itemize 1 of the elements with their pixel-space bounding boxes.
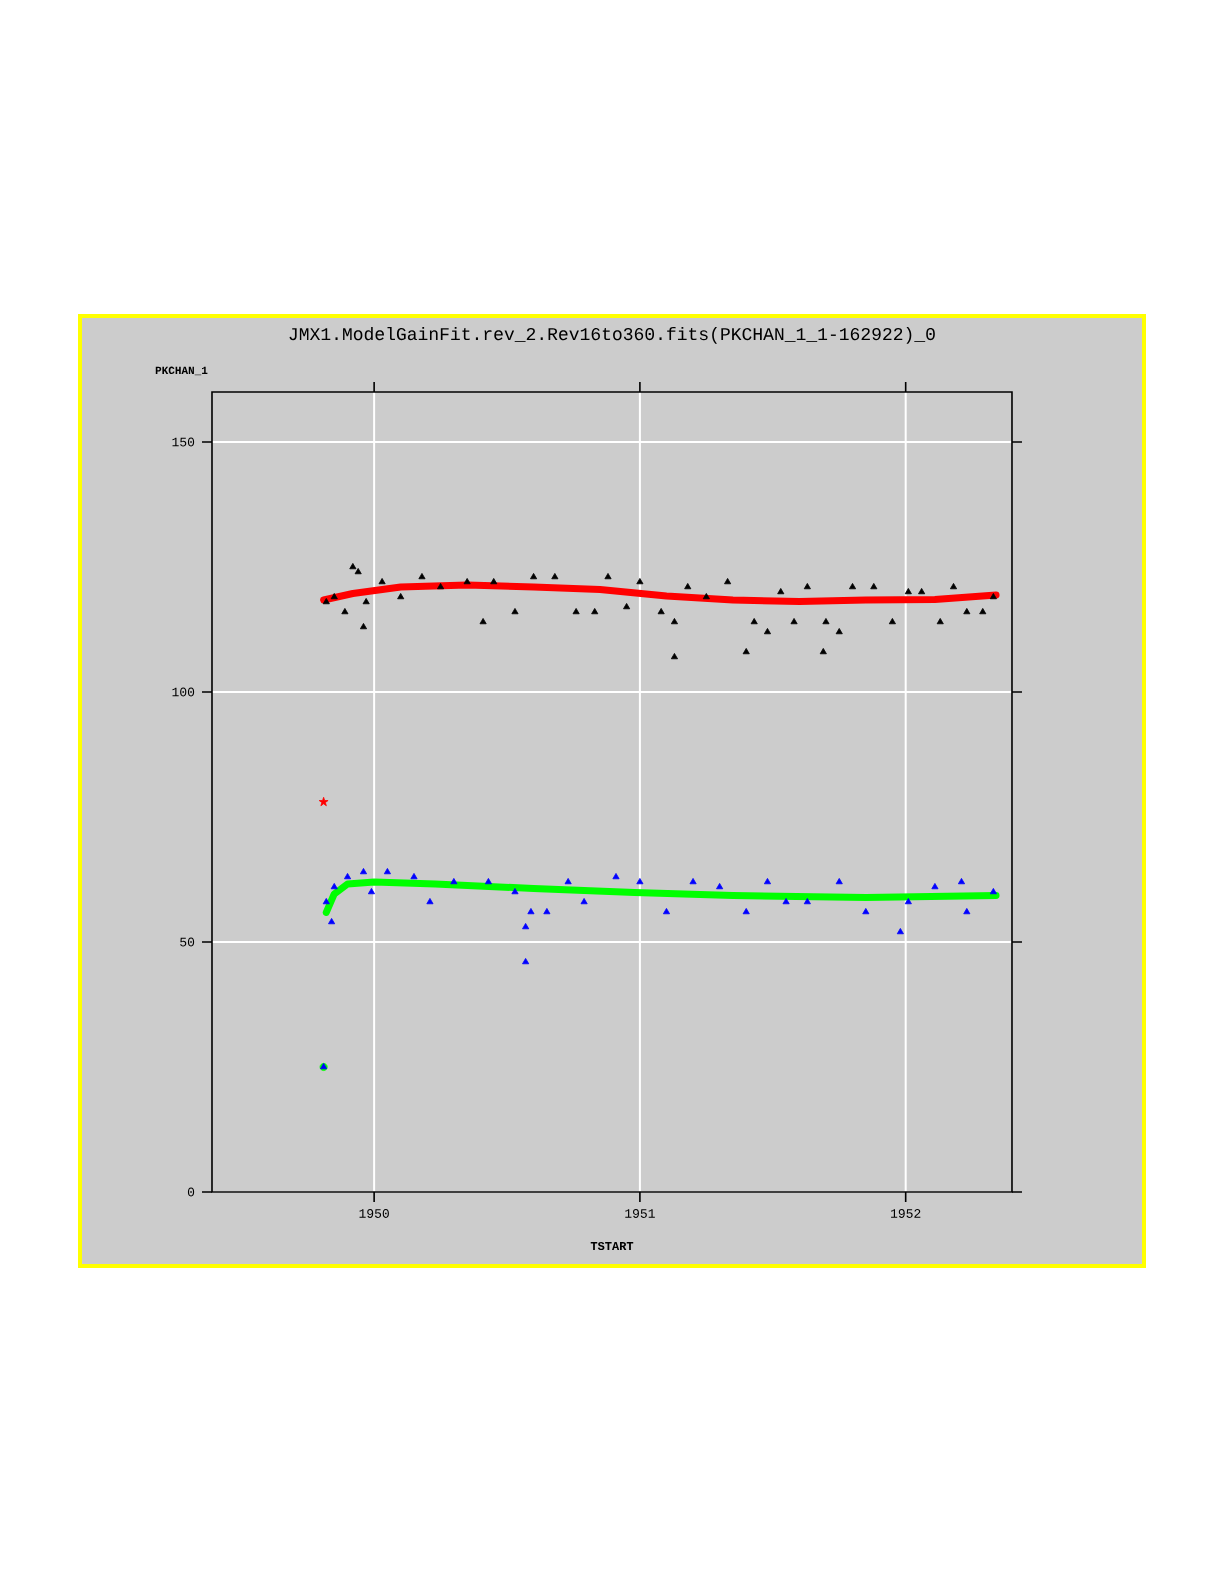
chart-title: JMX1.ModelGainFit.rev_2.Rev16to360.fits(PKCHAN_1_1-162922)_0 [289, 326, 935, 344]
